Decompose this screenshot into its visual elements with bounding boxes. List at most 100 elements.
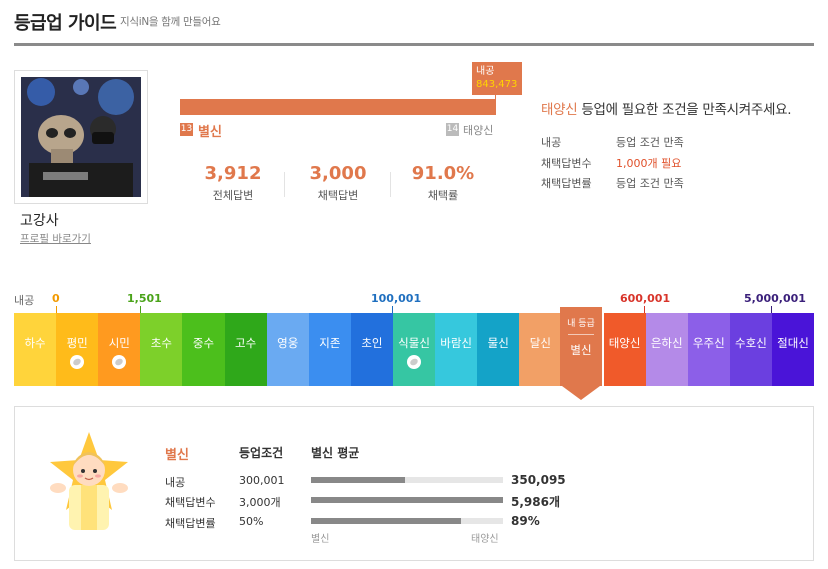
detail-label: 내공: [165, 476, 186, 489]
detail-label: 채택답변수: [165, 496, 216, 509]
stat-label: 전체답변: [212, 189, 254, 202]
detail-average: 89%: [511, 514, 540, 528]
grade-cell[interactable]: 하수: [14, 313, 57, 386]
grade-cell[interactable]: 평민: [56, 313, 99, 386]
detail-axis-left: 별신: [311, 534, 330, 545]
requirement-row-naegong: 내공 등업 조건 만족: [541, 134, 684, 150]
stat-value: 91.0%: [411, 163, 475, 184]
grade-name: 영웅: [277, 336, 299, 350]
requirement-status: 등업 조건 만족: [616, 136, 684, 149]
requirement-status: 1,000개 필요: [616, 157, 682, 170]
grade-name: 태양신: [608, 336, 641, 350]
detail-label: 채택답변률: [165, 517, 216, 530]
grade-cell[interactable]: 은하신: [645, 313, 688, 386]
grade-name: 초인: [361, 336, 383, 350]
progress-fill: [180, 99, 496, 115]
grade-name: 시민: [108, 336, 130, 350]
profile-link[interactable]: 프로필 바로가기: [20, 233, 91, 245]
grade-badge-icon: [112, 355, 127, 369]
profile-photo-frame[interactable]: [14, 70, 148, 204]
my-grade-pointer: [562, 386, 600, 400]
requirement-label: 내공: [541, 136, 562, 149]
grade-name: 바람신: [440, 336, 473, 350]
current-grade-name: 별신: [198, 125, 222, 140]
stat-label: 채택답변: [317, 189, 359, 202]
grade-cell[interactable]: 물신: [477, 313, 520, 386]
grade-name: 물신: [487, 336, 509, 350]
grade-cell[interactable]: 초인: [350, 313, 393, 386]
grade-name: 하수: [24, 336, 46, 350]
grade-cell[interactable]: 식물신: [392, 313, 436, 386]
stat-selection-rate: 91.0% 채택률: [393, 163, 493, 203]
my-grade-tab[interactable]: 내 등급 별신: [560, 307, 602, 386]
grade-cell[interactable]: 달신: [519, 313, 562, 386]
scale-threshold: 100,001: [371, 292, 422, 305]
page-subtitle: 지식iN을 함께 만들어요: [120, 16, 221, 28]
detail-bar-fill: [311, 518, 461, 524]
grade-name: 은하신: [650, 336, 683, 350]
my-grade-divider: [568, 334, 594, 335]
grade-cell[interactable]: 지존: [308, 313, 351, 386]
scale-threshold: 5,000,001: [744, 292, 806, 305]
detail-axis-right: 태양신: [471, 534, 499, 545]
grade-cell[interactable]: 고수: [224, 313, 267, 386]
detail-average: 350,095: [511, 473, 566, 487]
naegong-marker: 내공 843,473: [472, 62, 522, 95]
next-grade-name: 태양신: [463, 124, 494, 137]
requirement-title-text: 등업에 필요한 조건을 만족시켜주세요.: [577, 102, 792, 118]
grade-name: 평민: [66, 336, 88, 350]
my-grade-name: 별신: [570, 343, 592, 357]
grade-name: 수호신: [735, 336, 767, 350]
current-grade-number: 13: [180, 123, 193, 136]
grade-cell[interactable]: 절대신: [771, 313, 815, 386]
grade-name: 초수: [150, 336, 172, 350]
scale-tick: [140, 306, 141, 313]
grade-cell[interactable]: 바람신: [435, 313, 478, 386]
detail-bar-track: [311, 477, 503, 483]
grade-name: 중수: [192, 336, 215, 350]
grade-name: 식물신: [398, 336, 430, 350]
grade-name: 달신: [529, 336, 551, 350]
character-illustration: [44, 430, 134, 535]
grade-cell[interactable]: 중수: [182, 313, 225, 386]
stat-label: 채택률: [427, 189, 459, 202]
detail-condition: 300,001: [239, 474, 285, 487]
grade-name: 우주신: [692, 336, 725, 350]
grade-cell[interactable]: 초수: [140, 313, 183, 386]
profile-photo[interactable]: [21, 77, 141, 197]
detail-condition-header: 등업조건: [239, 446, 284, 460]
scale-tick: [392, 306, 393, 313]
next-grade-number: 14: [446, 123, 459, 136]
requirement-status: 등업 조건 만족: [616, 177, 684, 190]
detail-condition: 50%: [239, 515, 264, 528]
grade-name: 지존: [319, 336, 341, 350]
grade-cell[interactable]: 시민: [98, 313, 141, 386]
scale-threshold: 600,001: [620, 292, 671, 305]
detail-grade-name: 별신: [165, 448, 189, 463]
requirement-row-rate: 채택답변률 등업 조건 만족: [541, 175, 684, 191]
stat-value: 3,912: [204, 163, 262, 184]
grade-badge-icon: [407, 355, 422, 369]
marker-value: 843,473: [476, 79, 518, 90]
stat-divider: [284, 172, 285, 197]
marker-label: 내공: [476, 66, 495, 77]
scale-tick: [771, 306, 772, 313]
requirement-target-grade: 태양신: [541, 102, 578, 118]
requirement-label: 채택답변률: [541, 177, 592, 190]
detail-average: 5,986개: [511, 495, 560, 509]
grade-badge-icon: [70, 355, 85, 369]
username: 고강사: [20, 213, 59, 229]
scale-tick: [56, 306, 57, 313]
detail-condition: 3,000개: [239, 496, 281, 509]
grade-cell[interactable]: 영웅: [266, 313, 309, 386]
grade-cell[interactable]: 우주신: [687, 313, 730, 386]
stat-total-answers: 3,912 전체답변: [183, 163, 283, 203]
my-grade-caption: 내 등급: [567, 319, 595, 329]
detail-bar-fill: [311, 477, 405, 483]
scale-threshold: 1,501: [127, 292, 162, 305]
grade-cell[interactable]: 수호신: [729, 313, 772, 386]
grade-detail-panel: [14, 406, 814, 561]
grade-strip: 하수 평민 시민 초수 중수 고수 영웅 지존 초인 식물신 바람신 물신 달신 태양신 은하신 우주신 수호신…: [14, 313, 815, 386]
requirement-row-answers: 채택답변수 1,000개 필요: [541, 155, 681, 171]
grade-cell[interactable]: 태양신: [603, 313, 646, 386]
